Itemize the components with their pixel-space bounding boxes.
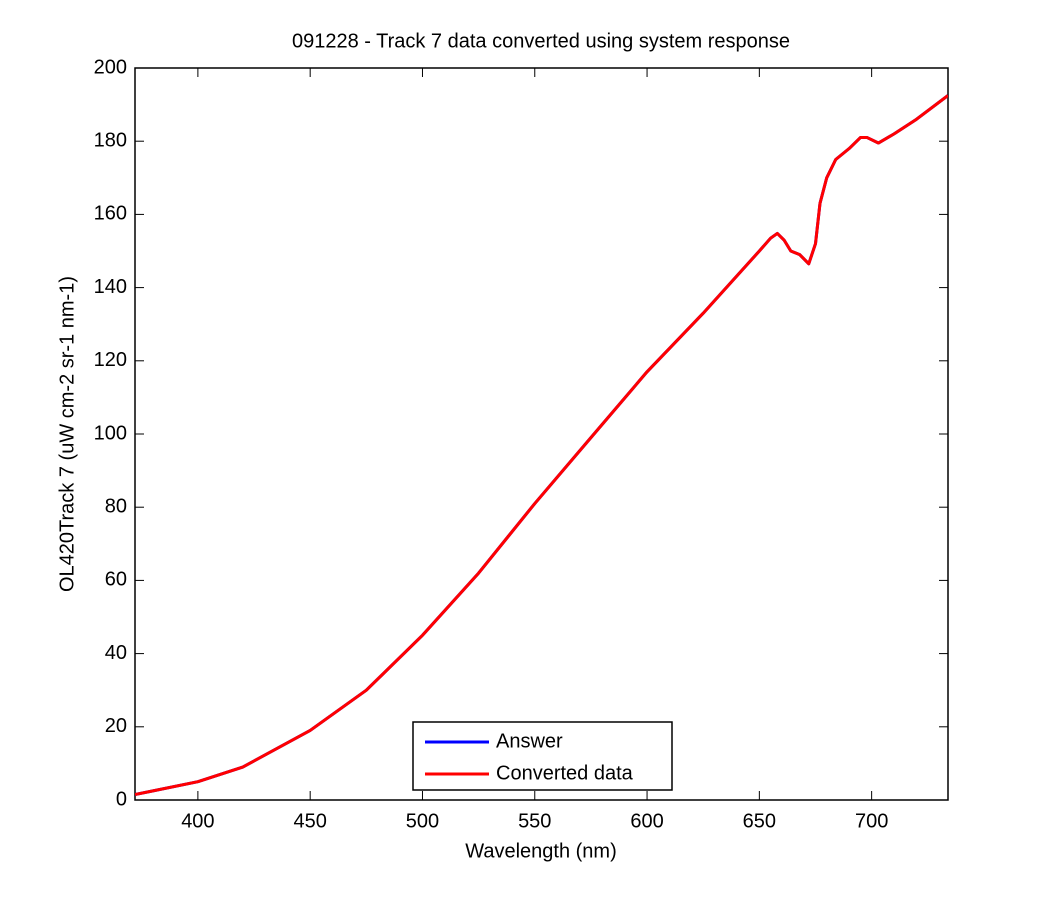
y-tick-label: 60 xyxy=(105,569,127,591)
legend-label: Converted data xyxy=(496,762,634,784)
series-line xyxy=(135,94,948,796)
x-tick-label: 500 xyxy=(406,810,439,832)
y-tick-label: 180 xyxy=(94,129,127,151)
y-tick-label: 140 xyxy=(94,276,127,298)
x-axis-label: Wavelength (nm) xyxy=(465,840,617,862)
x-tick-label: 400 xyxy=(181,810,214,832)
x-tick-label: 650 xyxy=(743,810,776,832)
chart-title: 091228 - Track 7 data converted using sy… xyxy=(292,30,790,52)
legend-box xyxy=(412,721,673,791)
y-axis-label: OL420Track 7 (uW cm-2 sr-1 nm-1) xyxy=(56,276,78,592)
y-tick-label: 100 xyxy=(94,422,127,444)
x-tick-label: 550 xyxy=(518,810,551,832)
y-tick-label: 200 xyxy=(94,56,127,78)
y-tick-label: 0 xyxy=(116,788,127,810)
y-tick-label: 20 xyxy=(105,715,127,737)
y-tick-label: 80 xyxy=(105,495,127,517)
legend-label: Answer xyxy=(496,730,563,752)
y-tick-label: 40 xyxy=(105,642,127,664)
y-tick-label: 120 xyxy=(94,349,127,371)
y-tick-label: 160 xyxy=(94,203,127,225)
x-tick-label: 450 xyxy=(293,810,326,832)
plot-frame xyxy=(134,67,949,801)
x-tick-label: 600 xyxy=(630,810,663,832)
x-tick-label: 700 xyxy=(855,810,888,832)
